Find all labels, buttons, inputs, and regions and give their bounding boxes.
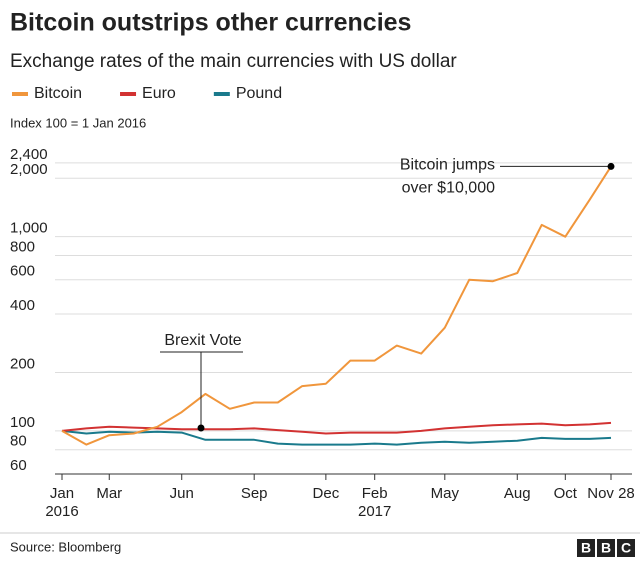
y-tick-label: 2,000 bbox=[10, 161, 48, 178]
logo-box bbox=[597, 539, 615, 557]
logo-letter: B bbox=[601, 540, 611, 556]
annotation: over $10,000 bbox=[402, 180, 496, 197]
chart-subtitle: Exchange rates of the main currencies wi… bbox=[10, 51, 457, 72]
annotation: Brexit Vote bbox=[164, 332, 241, 349]
y-tick-label: 1,000 bbox=[10, 220, 48, 237]
y-tick-label: 80 bbox=[10, 433, 27, 450]
chart-title: Bitcoin outstrips other currencies bbox=[10, 9, 411, 37]
annotation-dot bbox=[197, 424, 205, 432]
legend-label: Pound bbox=[236, 85, 282, 102]
x-tick-label: Aug bbox=[504, 485, 531, 502]
annotation-dot bbox=[607, 162, 615, 170]
y-tick-label: 600 bbox=[10, 263, 35, 280]
y-tick-label: 400 bbox=[10, 297, 35, 314]
y-tick-label: 100 bbox=[10, 414, 35, 431]
x-tick-label: Sep bbox=[241, 485, 268, 502]
legend-label: Euro bbox=[142, 85, 176, 102]
y-tick-label: 200 bbox=[10, 355, 35, 372]
annotation: Bitcoin jumps bbox=[400, 157, 495, 174]
logo-letter: C bbox=[621, 540, 631, 556]
series-line bbox=[61, 165, 612, 446]
x-tick-label: Nov 28 bbox=[587, 485, 635, 502]
x-tick-label: Feb bbox=[362, 485, 388, 502]
x-tick-label: May bbox=[431, 485, 460, 502]
series-line bbox=[61, 429, 612, 446]
x-tick-label: Jun bbox=[170, 485, 194, 502]
logo-letter: B bbox=[581, 540, 591, 556]
x-tick-label: Mar bbox=[96, 485, 122, 502]
x-tick-label: 2017 bbox=[358, 503, 391, 520]
logo-box bbox=[577, 539, 595, 557]
y-tick-label: 800 bbox=[10, 238, 35, 255]
y-axis-label: Index 100 = 1 Jan 2016 bbox=[10, 115, 146, 130]
logo-box bbox=[617, 539, 635, 557]
legend-label: Bitcoin bbox=[34, 85, 82, 102]
x-tick-label: Oct bbox=[554, 485, 578, 502]
source: Source: Bloomberg bbox=[10, 539, 121, 554]
x-tick-label: Jan bbox=[50, 485, 74, 502]
x-tick-label: Dec bbox=[313, 485, 340, 502]
y-tick-label: 2,400 bbox=[10, 146, 48, 163]
y-tick-label: 60 bbox=[10, 457, 27, 474]
x-tick-label: 2016 bbox=[45, 503, 78, 520]
